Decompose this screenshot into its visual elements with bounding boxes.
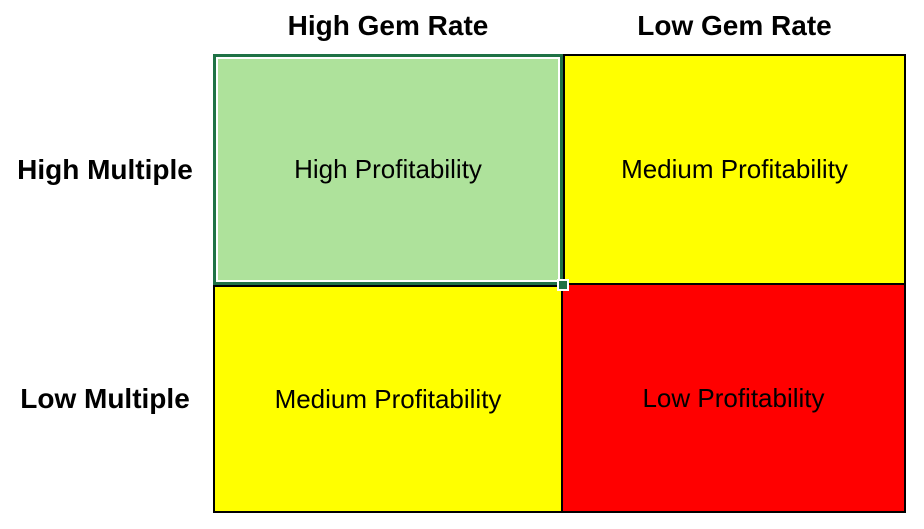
cell-high-multiple-high-gem-rate[interactable]: High Profitability (213, 54, 563, 285)
cell-label-low-profitability: Low Profitability (642, 382, 825, 413)
selection-fill-handle[interactable] (557, 279, 569, 291)
cell-high-multiple-low-gem-rate[interactable]: Medium Profitability (563, 54, 906, 285)
cell-label-high-profitability: High Profitability (294, 154, 482, 184)
cell-label-medium-profitability-top: Medium Profitability (621, 154, 848, 184)
row-header-low-multiple: Low Multiple (20, 383, 190, 414)
column-header-low-gem-rate: Low Gem Rate (637, 10, 832, 41)
row-header-high-multiple: High Multiple (17, 153, 193, 185)
column-header-high-gem-rate: High Gem Rate (287, 10, 489, 41)
cell-low-multiple-high-gem-rate[interactable]: Medium Profitability (213, 285, 563, 513)
cell-low-multiple-low-gem-rate[interactable]: Low Profitability (563, 285, 906, 513)
cell-label-medium-profitability-bottom: Medium Profitability (274, 383, 502, 414)
